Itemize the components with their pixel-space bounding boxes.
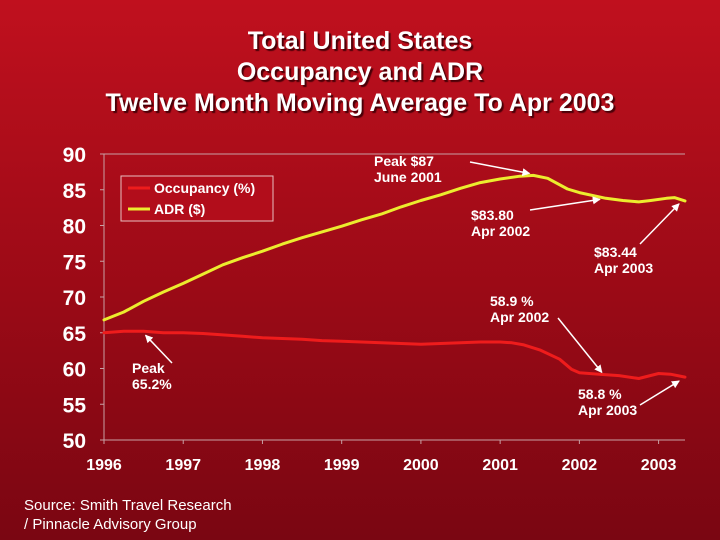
title-line-1: Total United States [247,27,473,55]
annotation-label: 65.2% [132,376,172,392]
legend-label: ADR ($) [154,201,205,217]
y-tick-label: 55 [63,394,87,417]
annotation-arrow [639,203,680,245]
y-tick-label: 60 [63,359,86,382]
x-tick-label: 1997 [165,457,201,474]
x-tick-label: 1996 [86,457,122,474]
legend-label: Occupancy (%) [154,180,255,196]
legend-box [120,175,274,222]
annotation-label: 58.8 % [578,386,622,402]
annotation-arrow [529,196,601,211]
y-tick-label: 65 [63,323,87,346]
annotation-arrow [557,317,603,374]
annotation-arrow [469,161,531,177]
x-tick-label: 2001 [482,457,518,474]
chart-title: Total United States Occupancy and ADR Tw… [0,26,720,119]
source-note: Source: Smith Travel Research / Pinnacle… [24,496,232,534]
x-tick-label: 1998 [245,457,281,474]
annotation-label: Apr 2003 [578,402,637,418]
annotation-arrow [144,334,173,364]
annotation-label: Apr 2002 [490,309,549,325]
annotation-label: June 2001 [374,169,442,185]
source-line-1: Source: Smith Travel Research [24,497,232,514]
occupancy-series-line [102,329,687,380]
y-tick-label: 50 [63,430,86,453]
annotation-label: Apr 2002 [471,223,530,239]
annotation-label: 58.9 % [490,293,534,309]
title-line-3: Twelve Month Moving Average To Apr 2003 [105,89,615,117]
x-tick-label: 2003 [641,457,677,474]
y-tick-label: 75 [63,251,87,274]
annotation-label: $83.80 [471,207,514,223]
source-line-2: / Pinnacle Advisory Group [24,516,197,533]
annotation-arrow [639,380,680,406]
annotation-label: Apr 2003 [594,260,653,276]
x-tick-label: 2002 [562,457,598,474]
title-line-2: Occupancy and ADR [236,58,484,86]
annotation-label: Peak $87 [374,153,434,169]
y-tick-label: 70 [63,287,86,310]
y-tick-label: 80 [63,216,86,239]
adr-series-line [102,173,687,322]
y-tick-label: 90 [63,144,86,167]
annotation-label: Peak [132,360,165,376]
annotation-label: $83.44 [594,244,637,260]
x-tick-label: 1999 [324,457,360,474]
x-tick-label: 2000 [403,457,439,474]
y-tick-label: 85 [63,180,87,203]
